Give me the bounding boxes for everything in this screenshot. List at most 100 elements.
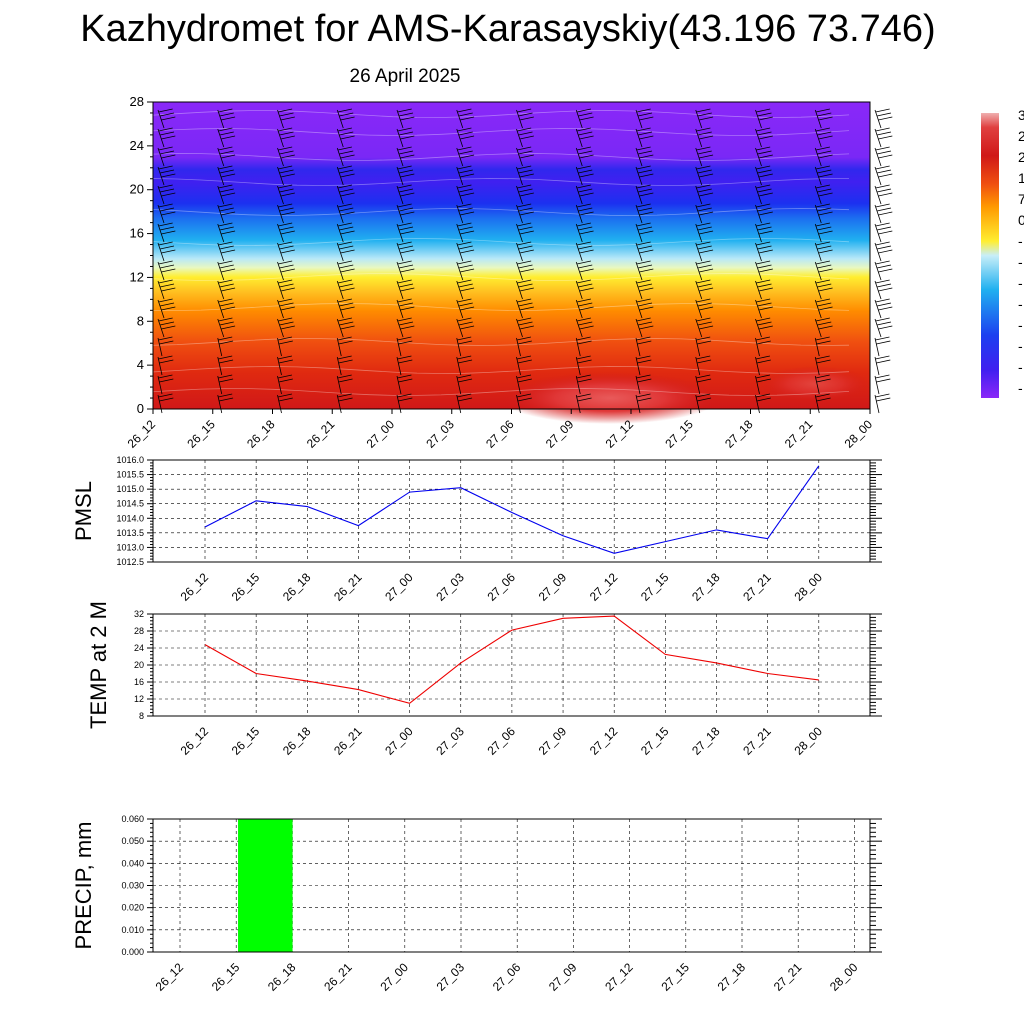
wind-barb: [874, 108, 893, 129]
y-axis-label: TEMP at 2 M: [86, 601, 111, 729]
wind-barb: [456, 336, 473, 357]
heatmap-y-tick-label: 20: [130, 182, 144, 197]
wind-barb: [396, 127, 415, 148]
y-tick-label: 0.030: [121, 881, 144, 891]
wind-barb: [277, 222, 295, 243]
wind-barb: [695, 241, 714, 262]
wind-barb: [635, 260, 654, 281]
wind-barb: [814, 184, 833, 205]
wind-barb: [217, 336, 234, 357]
wind-barb: [874, 317, 893, 338]
wind-barb: [516, 165, 534, 186]
heatmap-x-tick-label: 27_15: [662, 417, 696, 451]
wind-barb: [874, 279, 893, 300]
colorbar-label: -: [1018, 296, 1023, 312]
wind-barb: [874, 146, 893, 167]
wind-barb: [277, 317, 295, 338]
x-tick-label: 27_12: [587, 724, 621, 758]
wind-barb: [336, 165, 355, 186]
wind-barb: [695, 317, 714, 338]
wind-barb: [217, 279, 236, 300]
heatmap-contours: [152, 110, 850, 396]
wind-barb: [396, 279, 415, 300]
heatmap-x-tick-label: 27_18: [722, 417, 756, 451]
wind-barb: [575, 317, 594, 338]
y-tick-label: 1012.5: [116, 557, 144, 567]
wind-barb: [396, 146, 415, 167]
wind-barb: [277, 165, 295, 186]
wind-barb: [635, 203, 654, 224]
series-line: [204, 615, 819, 704]
chart-subtitle: 26 April 2025: [349, 66, 461, 87]
wind-barb: [814, 241, 833, 262]
x-tick-label: 26_15: [229, 724, 263, 758]
heatmap-y-tick-label: 8: [137, 313, 144, 328]
wind-barb: [456, 393, 473, 414]
wind-barb: [635, 355, 652, 376]
wind-barb: [755, 241, 773, 262]
y-tick-label: 0.010: [121, 925, 144, 935]
heatmap-y-tick-label: 28: [130, 94, 144, 109]
colorbar-label: -: [1018, 338, 1023, 354]
wind-barb: [874, 184, 893, 205]
wind-barb: [575, 222, 594, 243]
wind-barb: [456, 127, 475, 148]
wind-barb: [157, 222, 176, 243]
colorbar-label: 3: [1018, 107, 1024, 123]
heatmap-contour: [152, 238, 850, 246]
x-tick-label: 27_09: [536, 570, 570, 604]
y-tick-label: 0.060: [121, 814, 144, 824]
heatmap-hot-core: [500, 372, 720, 424]
heatmap-field: [153, 102, 870, 409]
wind-barb: [755, 260, 773, 281]
wind-barb: [516, 279, 534, 300]
x-tick-label: 28_00: [791, 570, 825, 604]
chart-title: Kazhydromet for AMS-Karasayskiy(43.196 7…: [80, 8, 936, 50]
wind-barb: [456, 203, 475, 224]
wind-barbs: [157, 108, 893, 414]
wind-barb: [396, 298, 415, 319]
wind-barb: [516, 203, 534, 224]
wind-barb: [157, 279, 176, 300]
wind-barb: [695, 374, 712, 395]
wind-barb: [456, 317, 475, 338]
wind-barb: [575, 279, 594, 300]
wind-barb: [575, 260, 594, 281]
precip-panel: 0.000 0.010 0.020 0.030 0.040 0.050 0.060 26_12…: [71, 814, 882, 994]
x-tick-label: 26_18: [280, 724, 314, 758]
wind-barb: [516, 260, 534, 281]
wind-barb: [277, 336, 293, 357]
wind-barb: [456, 355, 473, 376]
wind-barb: [516, 355, 532, 376]
y-tick-label: 32: [134, 609, 144, 619]
wind-barb: [217, 374, 234, 395]
wind-barb: [336, 222, 355, 243]
wind-barb: [755, 222, 773, 243]
heatmap-contour: [152, 128, 850, 136]
colorbar-label: 2: [1018, 128, 1024, 144]
wind-barb: [635, 184, 654, 205]
colorbar-labels: 3 2 2 1 7 0 - - - - - - - -: [1018, 107, 1024, 396]
wind-barb: [635, 279, 654, 300]
x-tick-label: 27_00: [382, 724, 416, 758]
wind-barb: [396, 222, 415, 243]
heatmap-x-tick-label: 26_12: [125, 417, 159, 451]
wind-barb: [814, 165, 833, 186]
wind-barb: [336, 298, 355, 319]
wind-barb: [336, 393, 353, 414]
wind-barb: [755, 165, 773, 186]
x-tick-label: 28_00: [791, 724, 825, 758]
colorbar-label: -: [1018, 359, 1023, 375]
wind-barb: [695, 260, 714, 281]
y-tick-label: 16: [134, 677, 144, 687]
wind-barb: [575, 108, 594, 129]
wind-barb: [635, 146, 654, 167]
colorbar-label: -: [1018, 233, 1023, 249]
wind-barb: [217, 165, 236, 186]
wind-barb: [516, 241, 534, 262]
x-tick-label: 26_18: [280, 570, 314, 604]
wind-barb: [575, 298, 594, 319]
wind-barb: [336, 279, 355, 300]
wind-barb: [575, 374, 592, 395]
